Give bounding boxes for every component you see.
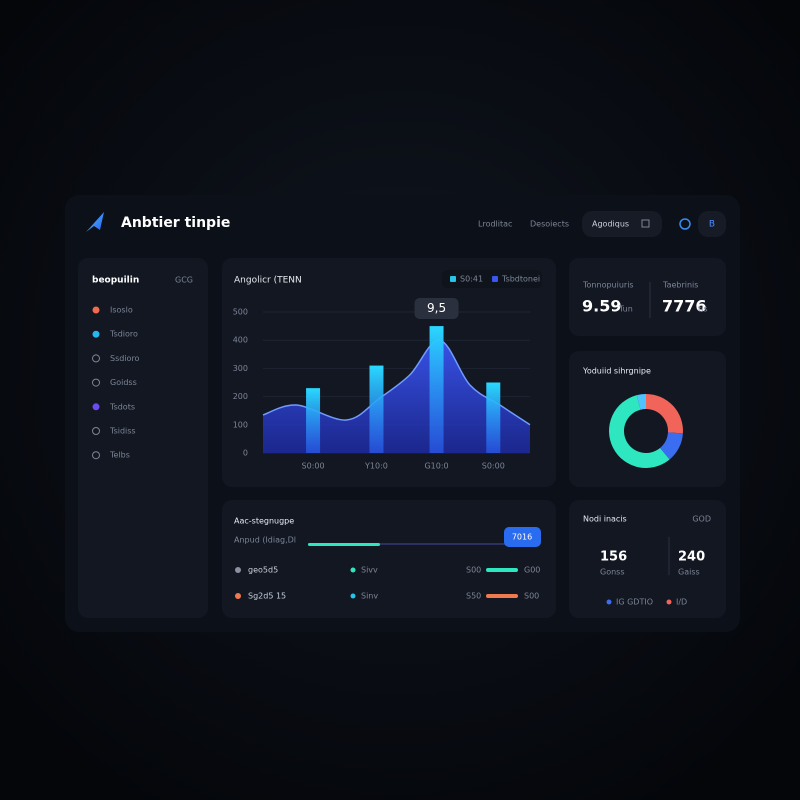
nav-item[interactable]: Lrodlitac: [478, 220, 512, 229]
legend-swatch: [450, 276, 456, 282]
legend-label: I/D: [676, 598, 687, 607]
sidebar-item[interactable]: Ssdioro: [110, 354, 140, 363]
metric-value: 156: [600, 550, 627, 565]
row-bar: [486, 594, 518, 598]
donut-segment: [636, 394, 646, 410]
x-tick-label: S0:00: [302, 462, 325, 471]
avatar: B: [709, 220, 715, 230]
tasks-button[interactable]: [504, 527, 541, 547]
y-tick-label: 200: [233, 392, 248, 401]
metric-label: Gonss: [600, 568, 625, 577]
progress-track: [308, 543, 508, 545]
area: [263, 340, 530, 453]
row-dot: [235, 593, 241, 599]
item-icon: [92, 306, 100, 314]
item-icon: [92, 403, 100, 411]
stat-unit: tis: [698, 305, 708, 314]
row-label: geo5d5: [248, 566, 278, 575]
nav-item[interactable]: Desoiects: [530, 220, 569, 229]
tooltip: [414, 298, 459, 319]
legend-dot: [666, 599, 672, 605]
icon: [641, 219, 650, 228]
stats-panel: [569, 258, 726, 336]
row-value: G00: [524, 566, 540, 575]
stat-unit: Tun: [618, 305, 633, 314]
header-button-label: Agodiqus: [592, 220, 629, 229]
metric-value: 240: [678, 550, 705, 565]
avatar-button[interactable]: [698, 211, 726, 237]
sidebar-item[interactable]: Goidss: [110, 378, 137, 387]
sidebar-item[interactable]: Isoslo: [110, 306, 133, 315]
row-value: S50: [466, 592, 481, 601]
x-tick-label: Y10:0: [364, 462, 388, 471]
header-button[interactable]: [582, 211, 662, 237]
metric-label: Gaiss: [678, 568, 700, 577]
item-icon: [92, 330, 100, 338]
stat-label: Taebrinis: [662, 281, 698, 290]
sidebar-item[interactable]: Tsdots: [109, 402, 135, 411]
icon-button[interactable]: [679, 218, 691, 230]
row-value: S00: [524, 592, 539, 601]
bar: [486, 382, 501, 453]
chart-title: Angolicr (TENN: [234, 276, 302, 286]
row-dot: [350, 567, 356, 573]
sidebar-badge: GCG: [175, 276, 193, 285]
sidebar-item[interactable]: Telbs: [109, 451, 130, 460]
x-tick-label: G10:0: [424, 462, 448, 471]
legend-label: Tsbdtonei: [501, 275, 540, 284]
item-icon: [92, 451, 100, 460]
y-tick-label: 400: [233, 336, 248, 345]
summary-badge: GOD: [692, 515, 711, 524]
bar: [369, 365, 384, 453]
donut-panel: [569, 351, 726, 487]
donut-segment: [609, 395, 670, 468]
logo: [86, 212, 104, 232]
row-dot: [350, 593, 356, 599]
row-tag: Sinv: [361, 592, 378, 601]
row-label: Sg2d5 15: [248, 592, 286, 601]
sidebar: [78, 258, 208, 618]
stat-value: 7776: [662, 297, 707, 316]
item-icon: [92, 354, 100, 363]
donut-segment: [646, 393, 683, 434]
y-tick-label: 100: [233, 420, 248, 429]
legend-swatch: [492, 276, 498, 282]
summary-title: Nodi inacis: [583, 515, 627, 524]
y-tick-label: 0: [243, 449, 248, 458]
tooltip-label: 9,5: [427, 301, 446, 315]
tasks-subtitle: Anpud (Idiag,Dl: [234, 536, 296, 545]
donut-title: Yoduiid sihrgnipe: [582, 367, 651, 376]
bar: [429, 326, 444, 453]
sidebar-item[interactable]: Tsidiss: [109, 427, 136, 436]
tasks-title: Aac-stegnugpe: [234, 517, 294, 526]
row-value: S00: [466, 566, 481, 575]
y-tick-label: 500: [233, 308, 248, 317]
progress-fill: [308, 543, 380, 546]
stat-value: 9.59: [582, 297, 621, 316]
row-dot: [235, 567, 241, 573]
summary-panel: [569, 500, 726, 618]
legend-label: IG GDTIO: [616, 598, 653, 607]
x-tick-label: S0:00: [482, 462, 505, 471]
donut-segment: [660, 432, 683, 460]
legend-label: S0:41: [460, 275, 483, 284]
bar: [306, 388, 321, 453]
y-tick-label: 300: [233, 364, 248, 373]
sidebar-title: beopuilin: [92, 276, 139, 286]
stat-label: Tonnopuiuris: [582, 281, 634, 290]
tasks-button-label: 7016: [512, 533, 532, 542]
tasks-panel: [222, 500, 556, 618]
row-bar: [486, 568, 518, 572]
legend-dot: [606, 599, 612, 605]
app-title: Anbtier tinpie: [121, 215, 230, 231]
sidebar-item[interactable]: Tsdioro: [109, 330, 138, 339]
row-tag: Sivv: [361, 566, 378, 575]
item-icon: [92, 378, 100, 387]
item-icon: [92, 427, 100, 435]
